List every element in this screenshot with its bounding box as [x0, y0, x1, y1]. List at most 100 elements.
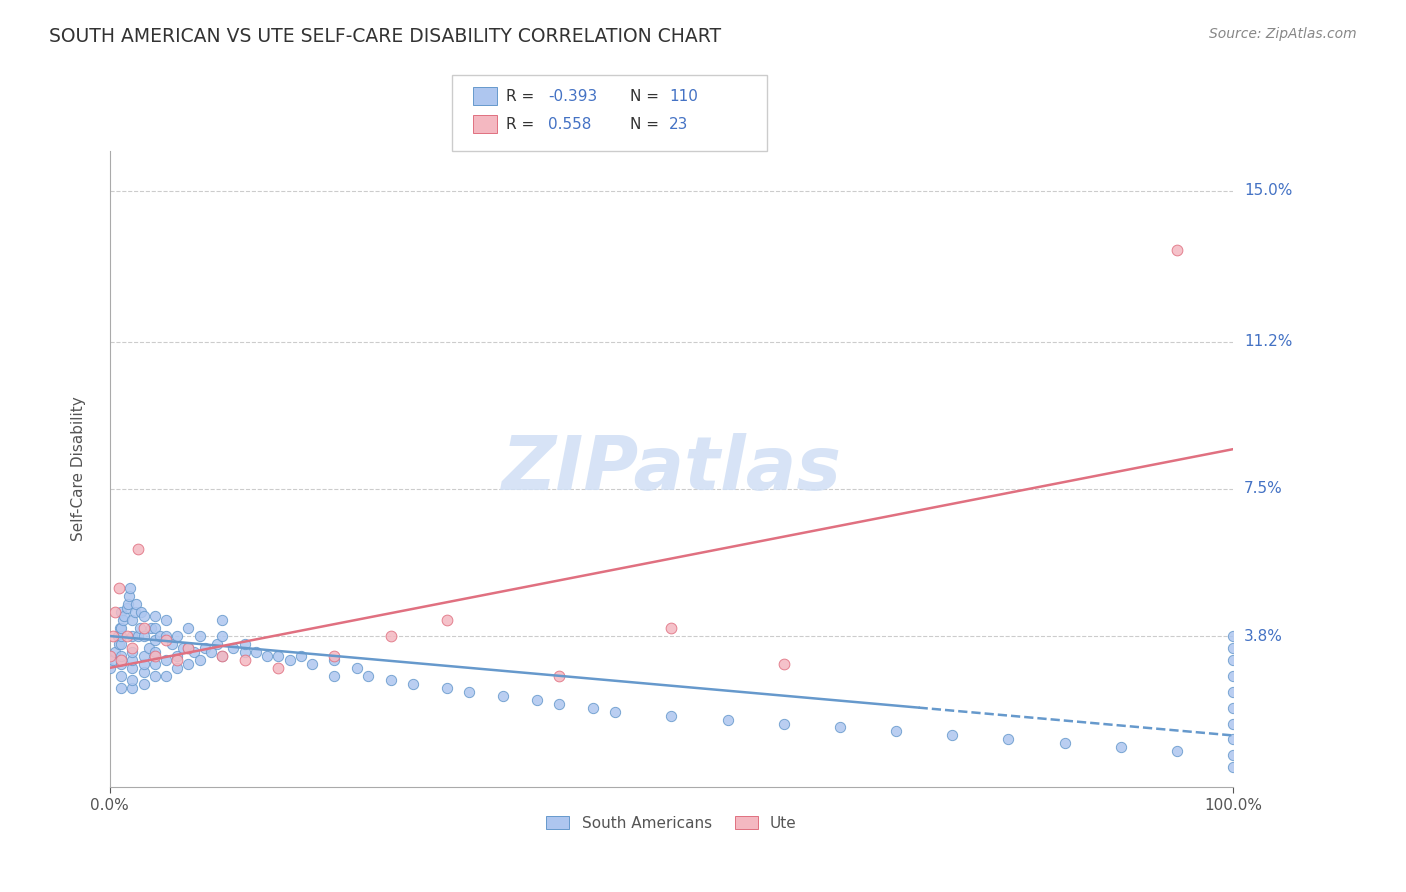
Point	[605, 705, 627, 719]
Point	[143, 633, 166, 648]
Point	[108, 621, 131, 635]
Point	[129, 621, 152, 635]
Point	[436, 681, 458, 695]
Point	[138, 640, 160, 655]
Point	[380, 673, 402, 687]
Point	[155, 633, 177, 648]
Point	[149, 629, 172, 643]
Point	[205, 637, 228, 651]
Point	[290, 648, 312, 663]
Point	[110, 629, 132, 643]
Point	[132, 677, 155, 691]
Point	[115, 629, 138, 643]
Point	[121, 640, 143, 655]
Text: 110: 110	[669, 88, 699, 103]
Point	[121, 673, 143, 687]
Point	[103, 653, 125, 667]
Point	[132, 609, 155, 624]
Point	[121, 661, 143, 675]
Point	[1166, 744, 1188, 758]
Point	[132, 665, 155, 679]
Point	[582, 700, 605, 714]
Point	[121, 681, 143, 695]
Point	[98, 648, 121, 663]
Point	[301, 657, 323, 671]
Point	[997, 732, 1019, 747]
Point	[278, 653, 301, 667]
Point	[155, 653, 177, 667]
Text: -0.393: -0.393	[548, 88, 598, 103]
Point	[183, 645, 205, 659]
Point	[211, 648, 233, 663]
Point	[110, 637, 132, 651]
Point	[155, 613, 177, 627]
Point	[118, 589, 141, 603]
Point	[661, 621, 683, 635]
Point	[166, 629, 188, 643]
Point	[103, 629, 125, 643]
Point	[357, 669, 380, 683]
Point	[1166, 244, 1188, 258]
Point	[1053, 736, 1076, 750]
Point	[233, 653, 256, 667]
Point	[112, 613, 135, 627]
Point	[267, 648, 290, 663]
Point	[1222, 748, 1244, 763]
Point	[121, 645, 143, 659]
Point	[129, 605, 152, 619]
Point	[211, 613, 233, 627]
Point	[166, 661, 188, 675]
Legend: South Americans, Ute: South Americans, Ute	[540, 809, 803, 837]
Point	[188, 629, 211, 643]
Point	[110, 681, 132, 695]
Point	[717, 713, 740, 727]
Point	[346, 661, 368, 675]
Point	[110, 669, 132, 683]
Point	[110, 657, 132, 671]
FancyBboxPatch shape	[472, 87, 498, 105]
Point	[132, 657, 155, 671]
Point	[1109, 740, 1132, 755]
Point	[548, 697, 571, 711]
Point	[177, 640, 200, 655]
Point	[132, 629, 155, 643]
Point	[108, 637, 131, 651]
Point	[110, 621, 132, 635]
Text: 23: 23	[669, 117, 689, 132]
Point	[492, 689, 515, 703]
Point	[143, 648, 166, 663]
Point	[177, 640, 200, 655]
Point	[120, 582, 142, 596]
Point	[124, 605, 146, 619]
Point	[772, 716, 794, 731]
FancyBboxPatch shape	[453, 75, 766, 151]
Point	[155, 669, 177, 683]
Point	[884, 724, 907, 739]
Point	[110, 605, 132, 619]
Point	[436, 613, 458, 627]
Point	[143, 669, 166, 683]
Point	[104, 645, 127, 659]
Point	[256, 648, 278, 663]
Point	[127, 629, 149, 643]
Point	[143, 657, 166, 671]
Point	[110, 653, 132, 667]
Text: Source: ZipAtlas.com: Source: ZipAtlas.com	[1209, 27, 1357, 41]
Point	[121, 613, 143, 627]
Text: 15.0%: 15.0%	[1244, 183, 1292, 198]
Text: R =: R =	[506, 88, 534, 103]
Point	[380, 629, 402, 643]
Point	[211, 629, 233, 643]
Point	[141, 621, 163, 635]
Point	[117, 597, 139, 611]
Point	[108, 582, 131, 596]
Point	[1222, 700, 1244, 714]
Point	[177, 657, 200, 671]
Point	[526, 692, 548, 706]
Point	[115, 601, 138, 615]
Text: ZIPatlas: ZIPatlas	[502, 433, 841, 506]
Point	[110, 648, 132, 663]
Point	[267, 661, 290, 675]
Point	[127, 541, 149, 556]
Point	[1222, 653, 1244, 667]
